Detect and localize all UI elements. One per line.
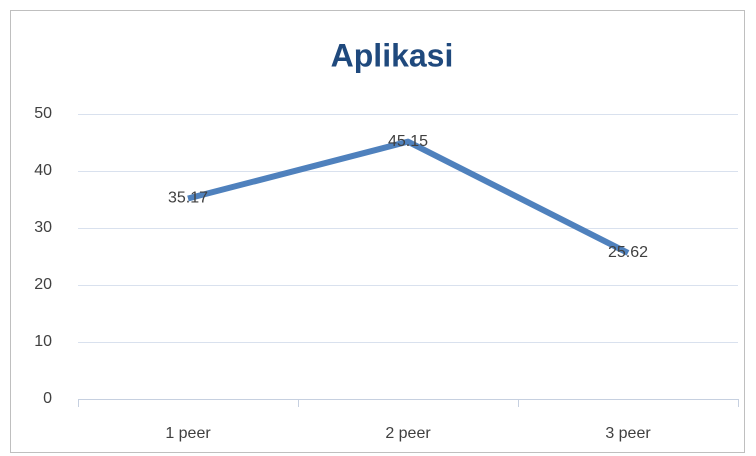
x-tick-label: 2 peer <box>385 425 431 442</box>
y-tick-label: 0 <box>43 390 52 407</box>
line-series <box>187 138 630 256</box>
y-tick-label: 50 <box>34 105 52 122</box>
data-label: 35.17 <box>168 190 208 207</box>
chart-border <box>10 10 745 453</box>
y-tick-label: 20 <box>34 276 52 293</box>
y-tick-label: 10 <box>34 333 52 350</box>
x-tick-label: 3 peer <box>605 425 651 442</box>
y-tick-label: 30 <box>34 219 52 236</box>
chart-title: Aplikasi <box>331 37 454 73</box>
data-label: 25.62 <box>608 244 648 261</box>
data-label: 45.15 <box>388 133 428 150</box>
y-tick-label: 40 <box>34 162 52 179</box>
x-tick-label: 1 peer <box>165 425 211 442</box>
